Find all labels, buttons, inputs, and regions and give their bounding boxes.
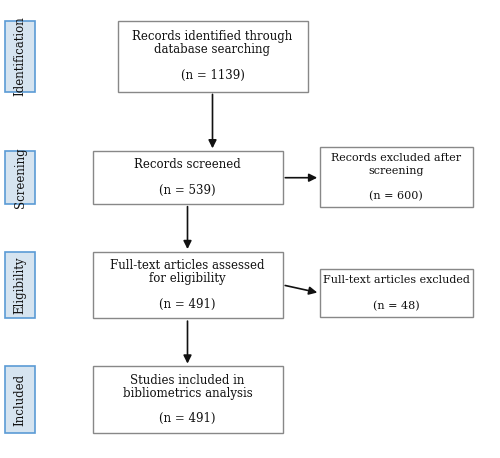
- Text: Eligibility: Eligibility: [14, 256, 26, 314]
- Text: Records excluded after: Records excluded after: [331, 153, 462, 163]
- Bar: [320, 147, 472, 207]
- Text: database searching: database searching: [154, 43, 270, 56]
- Bar: [5, 252, 35, 318]
- Text: Screening: Screening: [14, 147, 26, 208]
- Bar: [5, 21, 35, 92]
- Text: Records identified through: Records identified through: [132, 30, 292, 44]
- Text: (n = 491): (n = 491): [159, 298, 216, 311]
- Bar: [320, 269, 472, 317]
- Text: Included: Included: [14, 374, 26, 425]
- Text: bibliometrics analysis: bibliometrics analysis: [122, 387, 252, 400]
- Text: (n = 600): (n = 600): [370, 191, 423, 202]
- Text: for eligibility: for eligibility: [149, 272, 226, 285]
- Text: Records screened: Records screened: [134, 158, 241, 171]
- Text: Full-text articles assessed: Full-text articles assessed: [110, 259, 265, 273]
- Text: (n = 491): (n = 491): [159, 412, 216, 425]
- Text: (n = 1139): (n = 1139): [180, 69, 244, 82]
- Text: (n = 48): (n = 48): [373, 300, 420, 311]
- Text: Studies included in: Studies included in: [130, 374, 244, 387]
- Text: Full-text articles excluded: Full-text articles excluded: [323, 275, 470, 285]
- Bar: [92, 366, 282, 433]
- Text: (n = 539): (n = 539): [159, 184, 216, 197]
- Bar: [92, 151, 282, 204]
- Bar: [5, 366, 35, 433]
- Bar: [92, 252, 282, 318]
- Text: Identification: Identification: [14, 16, 26, 96]
- Bar: [5, 151, 35, 204]
- Bar: [118, 21, 308, 92]
- Text: screening: screening: [368, 166, 424, 176]
